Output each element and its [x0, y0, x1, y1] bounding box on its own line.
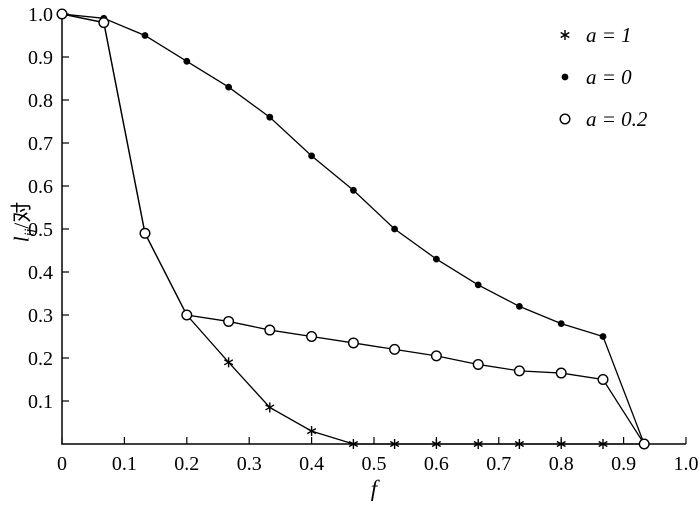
x-tick-label: 0.3: [237, 453, 262, 475]
x-tick-label: 0.7: [486, 453, 511, 475]
open-circle-marker: [472, 358, 484, 370]
x-tick-label: 0.2: [174, 453, 199, 475]
filled-dot-marker: [266, 113, 274, 121]
y-tick-label: 0.9: [28, 47, 53, 69]
x-tick-label: 0.9: [611, 453, 636, 475]
filled-dot-marker: [561, 73, 569, 81]
open-circle-marker: [223, 315, 235, 327]
x-tick-label: 1.0: [674, 453, 699, 475]
y-axis-variable: l: [9, 236, 34, 243]
legend: a = 1 a = 0 a = 0.2: [552, 14, 647, 140]
filled-dot-marker: [350, 186, 357, 194]
filled-dot-marker: [599, 333, 607, 340]
open-circle-marker: [389, 343, 401, 355]
x-tick-label: 0.5: [362, 453, 387, 475]
open-circle-marker: [264, 324, 276, 336]
legend-label: a = 0.2: [586, 106, 648, 131]
y-tick-label: 1.0: [28, 4, 53, 26]
asterisk-marker: [223, 357, 234, 368]
x-tick-label: 0.8: [549, 453, 574, 475]
legend-item-a1: a = 1: [552, 14, 647, 56]
filled-dot-marker-icon: [561, 73, 569, 81]
y-axis-subscript: ij: [22, 228, 38, 237]
asterisk-marker: [514, 439, 525, 449]
asterisk-marker: [348, 439, 359, 449]
open-circle-marker: [181, 309, 193, 321]
open-circle-marker-icon: [559, 113, 571, 125]
open-circle-marker: [347, 337, 359, 349]
y-tick-label: 0.1: [28, 391, 53, 413]
asterisk-marker: [306, 426, 317, 437]
legend-label: a = 1: [586, 22, 632, 47]
y-axis-suffix: /对: [9, 201, 34, 229]
open-circle-marker: [306, 331, 318, 343]
y-axis-label: lij/对: [5, 202, 38, 242]
asterisk-marker: [473, 439, 483, 449]
filled-dot-marker: [225, 83, 233, 91]
filled-dot-marker: [557, 320, 565, 327]
legend-label: a = 0: [586, 64, 632, 89]
legend-item-a0: a = 0: [552, 56, 647, 98]
open-circle-marker: [559, 113, 571, 125]
x-tick-label: 0: [57, 453, 67, 475]
asterisk-marker-icon: [560, 30, 570, 40]
open-circle-marker: [597, 374, 609, 386]
y-tick-label: 0.6: [28, 176, 53, 198]
filled-dot-marker: [308, 152, 315, 160]
x-tick-label: 0.4: [299, 453, 324, 475]
filled-dot-marker: [183, 57, 191, 65]
y-tick-label: 0.3: [28, 305, 53, 327]
filled-dot-marker: [515, 303, 523, 310]
y-tick-label: 0.2: [28, 348, 53, 370]
asterisk-marker: [431, 439, 442, 449]
asterisk-marker: [598, 439, 608, 449]
open-circle-marker: [638, 438, 650, 450]
filled-dot-marker: [141, 32, 149, 39]
y-tick-label: 0.4: [28, 262, 53, 284]
y-tick-label: 0.8: [28, 90, 53, 112]
open-circle-marker: [430, 350, 442, 362]
open-circle-marker: [555, 367, 567, 379]
open-circle-marker: [513, 365, 525, 377]
x-axis-label: f: [370, 476, 378, 501]
legend-item-a02: a = 0.2: [552, 98, 647, 140]
x-tick-label: 0.6: [424, 453, 449, 475]
asterisk-marker: [556, 439, 566, 449]
asterisk-marker: [265, 402, 275, 413]
filled-dot-marker: [391, 225, 398, 233]
filled-dot-marker: [474, 281, 482, 289]
y-tick-label: 0.7: [28, 133, 53, 155]
open-circle-marker: [139, 227, 151, 239]
filled-dot-marker: [433, 255, 440, 263]
y-tick-label: 0.5: [28, 219, 53, 241]
asterisk-marker: [389, 439, 400, 449]
x-tick-label: 0.1: [112, 453, 137, 475]
asterisk-marker: [560, 30, 570, 40]
open-circle-marker: [98, 17, 110, 29]
open-circle-marker: [56, 8, 68, 20]
